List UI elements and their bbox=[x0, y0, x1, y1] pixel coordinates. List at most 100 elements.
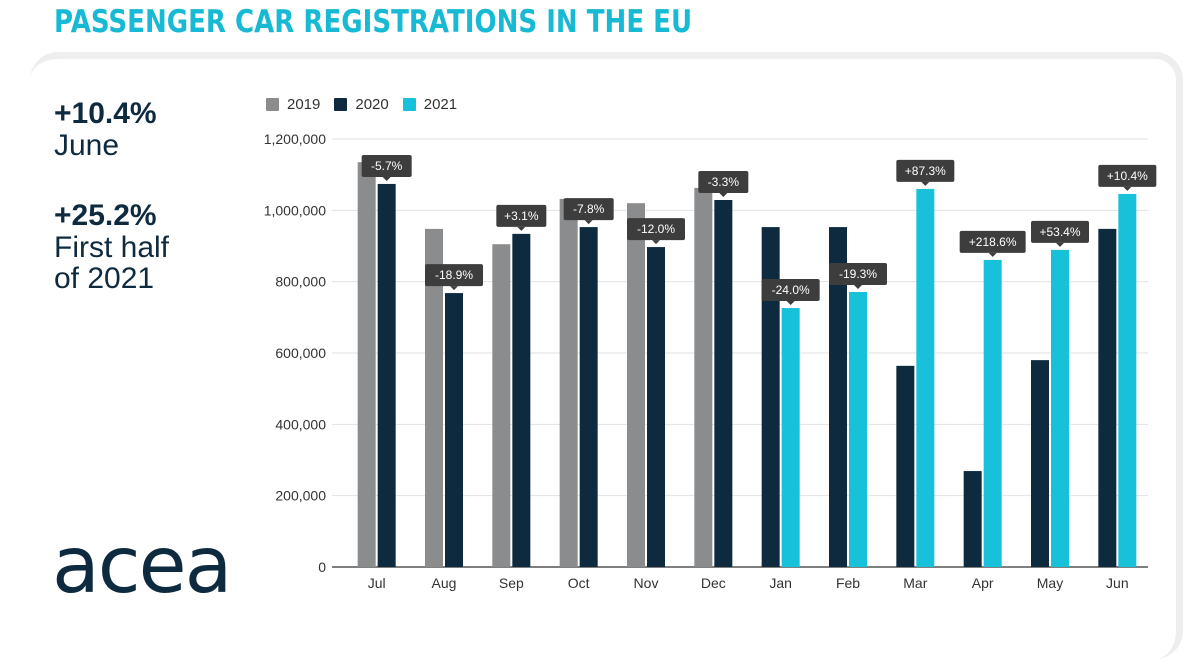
callout-oct: -7.8% bbox=[563, 198, 614, 225]
callout-box bbox=[829, 263, 887, 286]
callout-jul: -5.7% bbox=[361, 154, 412, 181]
callout-box bbox=[1031, 220, 1089, 243]
bar-2019-dec bbox=[694, 187, 713, 567]
legend-swatch-2020 bbox=[334, 98, 348, 111]
callout-jun: +10.4% bbox=[1098, 164, 1157, 191]
callout-box bbox=[959, 230, 1026, 253]
callout-dec: -3.3% bbox=[698, 170, 749, 197]
bar-2019-oct bbox=[559, 198, 578, 568]
callout-label: +53.4% bbox=[1039, 225, 1080, 239]
callout-box bbox=[563, 198, 614, 221]
legend-label: 2020 bbox=[355, 96, 389, 113]
x-tick-label: Jun bbox=[1106, 575, 1129, 591]
highlight-first-half: +25.2% First half of 2021 bbox=[54, 199, 170, 295]
callout-pointer bbox=[517, 226, 526, 231]
callout-aug: -18.9% bbox=[425, 264, 483, 291]
chart-panel-frame bbox=[30, 52, 1183, 659]
x-axis-ticks: Jul Aug Sep Oct Nov Dec Jan Feb Mar Apr May Jun bbox=[368, 575, 1129, 591]
callout-pointer bbox=[1056, 242, 1064, 247]
callout-box bbox=[698, 170, 749, 193]
callout-nov: -12.0% bbox=[627, 218, 685, 245]
callout-pointer bbox=[786, 301, 795, 306]
bar-2020-feb bbox=[829, 227, 847, 567]
x-tick-label: Feb bbox=[836, 575, 860, 591]
callout-label: -5.7% bbox=[371, 159, 403, 173]
y-tick-label: 1,000,000 bbox=[264, 202, 326, 218]
change-callouts: -5.7% -18.9% +3.1% -7.8% -12.0% -3.3% -24.0% -1… bbox=[361, 154, 1157, 306]
bar-2020-aug bbox=[445, 293, 463, 567]
bar-2020-nov bbox=[647, 247, 665, 567]
x-tick-label: Aug bbox=[432, 575, 457, 591]
legend-swatch-2019 bbox=[266, 98, 279, 111]
legend-swatch-2021 bbox=[402, 98, 416, 111]
highlight-value: +10.4% bbox=[54, 97, 157, 130]
page-title: PASSENGER CAR REGISTRATIONS IN THE EU bbox=[54, 4, 693, 40]
bar-2020-jan bbox=[761, 227, 780, 567]
bar-2021-jun bbox=[1118, 193, 1137, 567]
bar-2021-apr bbox=[983, 259, 1002, 567]
x-tick-label: Dec bbox=[701, 575, 726, 591]
y-tick-label: 800,000 bbox=[275, 274, 326, 290]
x-tick-label: Mar bbox=[903, 575, 927, 591]
bar-2020-mar bbox=[896, 365, 915, 567]
callout-label: +3.1% bbox=[504, 209, 539, 223]
callout-label: -24.0% bbox=[772, 283, 810, 297]
callout-label: -19.3% bbox=[839, 267, 877, 281]
bar-2020-dec bbox=[714, 199, 733, 568]
x-tick-label: May bbox=[1037, 575, 1063, 591]
callout-pointer bbox=[382, 176, 391, 181]
y-tick-label: 1,200,000 bbox=[264, 131, 326, 147]
callout-feb: -19.3% bbox=[829, 263, 887, 290]
legend-item-2020: 2020 bbox=[334, 96, 389, 113]
highlight-label: June bbox=[54, 129, 120, 162]
callout-pointer bbox=[652, 240, 660, 245]
y-tick-label: 400,000 bbox=[275, 416, 326, 432]
callout-may: +53.4% bbox=[1031, 220, 1089, 247]
x-tick-label: Oct bbox=[568, 575, 590, 591]
bar-2019-jul bbox=[357, 162, 376, 567]
callout-pointer bbox=[719, 192, 728, 197]
callout-box bbox=[1098, 164, 1157, 187]
callout-pointer bbox=[1123, 186, 1132, 191]
y-tick-label: 600,000 bbox=[275, 345, 326, 361]
bar-2021-feb bbox=[849, 292, 867, 567]
highlight-label: of 2021 bbox=[54, 262, 155, 295]
callout-label: +218.6% bbox=[969, 235, 1017, 249]
bar-chart: 0 200,000 400,000 600,000 800,000 1,000,000 1,… bbox=[264, 131, 1157, 591]
callout-box bbox=[361, 154, 412, 177]
callout-jan: -24.0% bbox=[761, 279, 820, 306]
callout-box bbox=[627, 218, 685, 241]
callout-pointer bbox=[854, 285, 862, 290]
callout-pointer bbox=[584, 220, 593, 225]
legend-label: 2019 bbox=[287, 96, 321, 113]
bar-2021-jan bbox=[781, 308, 800, 567]
bars bbox=[357, 162, 1137, 568]
callout-box bbox=[896, 159, 955, 182]
legend-label: 2021 bbox=[423, 96, 458, 113]
callout-label: -7.8% bbox=[573, 202, 605, 216]
x-tick-label: Jul bbox=[368, 575, 386, 591]
callout-label: -3.3% bbox=[708, 175, 740, 189]
y-axis-ticks: 0 200,000 400,000 600,000 800,000 1,000,000 1,… bbox=[264, 131, 327, 575]
y-tick-label: 0 bbox=[318, 559, 326, 575]
bar-2020-jul bbox=[377, 183, 396, 567]
callout-mar: +87.3% bbox=[896, 159, 955, 186]
x-tick-label: Sep bbox=[499, 575, 524, 591]
callout-box bbox=[425, 264, 483, 287]
highlight-value: +25.2% bbox=[54, 199, 157, 232]
logo-text: acea bbox=[52, 521, 232, 611]
highlight-june: +10.4% June bbox=[54, 97, 157, 162]
bar-2020-sep bbox=[512, 233, 531, 567]
acea-logo: acea bbox=[52, 527, 232, 605]
bar-2019-aug bbox=[425, 228, 443, 567]
callout-pointer bbox=[450, 286, 458, 291]
bar-2019-sep bbox=[492, 244, 511, 567]
callout-label: +87.3% bbox=[905, 164, 946, 178]
y-tick-label: 200,000 bbox=[275, 488, 326, 504]
highlight-label: First half bbox=[54, 231, 170, 264]
x-tick-label: Jan bbox=[769, 575, 792, 591]
chart-legend: 2019 2020 2021 bbox=[266, 96, 471, 113]
x-tick-label: Nov bbox=[634, 575, 659, 591]
callout-label: -12.0% bbox=[637, 222, 675, 236]
callout-box bbox=[761, 279, 820, 302]
